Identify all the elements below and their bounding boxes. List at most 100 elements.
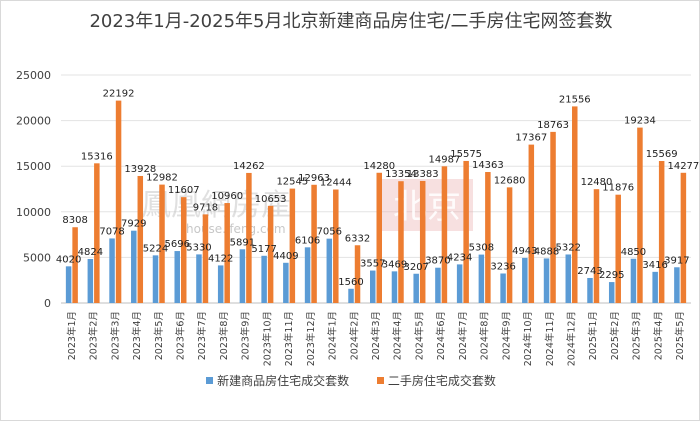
axis-layer: 0 5000 10000 15000 20000 25000 2023年1月 2023年2月 2… bbox=[16, 69, 686, 366]
bar-new-12 bbox=[304, 247, 311, 303]
x-tick-label-17: 2024年5月 bbox=[413, 311, 425, 360]
data-label-new-23: 4888 bbox=[534, 246, 559, 257]
data-label-new-4: 7929 bbox=[121, 219, 146, 230]
bar-new-9 bbox=[239, 249, 246, 303]
grid-layer bbox=[61, 74, 691, 304]
bar-resale-14 bbox=[354, 245, 361, 303]
bar-new-22 bbox=[522, 257, 528, 303]
data-label-new-25: 2743 bbox=[577, 266, 602, 277]
watermark-box-text: 北京 bbox=[393, 187, 461, 227]
y-tick-label: 5000 bbox=[23, 251, 51, 264]
bar-resale-24 bbox=[572, 106, 578, 304]
bar-resale-4 bbox=[137, 175, 144, 303]
data-label-new-27: 4850 bbox=[621, 247, 646, 258]
bar-new-26 bbox=[608, 282, 615, 303]
data-label-new-19: 4234 bbox=[447, 252, 472, 263]
data-label-resale-28: 15569 bbox=[646, 149, 678, 160]
bar-resale-25 bbox=[593, 189, 600, 303]
bar-resale-12 bbox=[311, 184, 317, 303]
data-label-resale-20: 14363 bbox=[472, 160, 504, 171]
x-tick-label-21: 2024年9月 bbox=[500, 311, 512, 360]
y-tick-label: 0 bbox=[44, 297, 51, 310]
data-label-resale-22: 17367 bbox=[515, 133, 547, 144]
data-label-resale-14: 6332 bbox=[345, 233, 370, 244]
data-label-resale-7: 9718 bbox=[193, 202, 218, 213]
bar-new-2 bbox=[87, 259, 94, 303]
x-tick-label-5: 2023年5月 bbox=[153, 311, 165, 360]
x-tick-label-1: 2023年1月 bbox=[66, 311, 78, 360]
data-label-resale-6: 11607 bbox=[168, 185, 200, 196]
legend: 新建商品房住宅成交套数 二手房住宅成交套数 bbox=[1, 372, 700, 389]
data-label-new-2: 4824 bbox=[78, 247, 103, 258]
data-label-resale-10: 10653 bbox=[255, 194, 287, 205]
bar-resale-28 bbox=[658, 161, 665, 303]
data-label-resale-12: 12963 bbox=[298, 173, 330, 184]
bar-resale-27 bbox=[637, 127, 643, 303]
x-tick-label-8: 2023年8月 bbox=[218, 311, 230, 360]
data-label-new-9: 5891 bbox=[230, 237, 255, 248]
data-label-resale-21: 12680 bbox=[494, 175, 526, 186]
x-tick-label-24: 2024年12月 bbox=[566, 311, 578, 366]
x-tick-label-27: 2025年3月 bbox=[631, 311, 643, 360]
data-label-resale-25: 12480 bbox=[581, 177, 613, 188]
data-label-resale-13: 12444 bbox=[320, 178, 352, 189]
bar-new-4 bbox=[131, 230, 137, 303]
data-label-resale-29: 14277 bbox=[667, 161, 699, 172]
y-tick-label: 25000 bbox=[16, 69, 51, 82]
x-tick-label-25: 2025年1月 bbox=[587, 311, 599, 360]
y-tick-label: 10000 bbox=[16, 206, 51, 219]
labels-layer: 4020 8308 4824 15316 7078 22192 7929 13928 5224 1… bbox=[56, 89, 699, 288]
y-tick-label: 20000 bbox=[16, 115, 51, 128]
x-tick-label-12: 2023年12月 bbox=[305, 311, 317, 366]
data-label-resale-16: 13354 bbox=[385, 169, 417, 180]
data-label-resale-27: 19234 bbox=[624, 116, 656, 127]
data-label-resale-5: 12982 bbox=[146, 173, 178, 184]
bar-resale-22 bbox=[528, 144, 535, 303]
data-label-new-10: 5177 bbox=[251, 244, 276, 255]
data-label-new-3: 7078 bbox=[99, 226, 124, 237]
bar-new-5 bbox=[152, 255, 159, 303]
x-tick-label-18: 2024年6月 bbox=[435, 311, 447, 360]
x-tick-label-11: 2023年11月 bbox=[283, 311, 295, 366]
bar-new-6 bbox=[174, 251, 180, 303]
bar-new-20 bbox=[478, 254, 485, 303]
bar-resale-3 bbox=[115, 100, 122, 303]
bar-new-3 bbox=[109, 238, 115, 303]
bar-new-18 bbox=[435, 267, 441, 303]
bar-resale-13 bbox=[333, 189, 339, 303]
data-label-new-24: 5322 bbox=[556, 242, 581, 253]
data-label-new-1: 4020 bbox=[56, 254, 81, 265]
bars-layer bbox=[65, 100, 687, 304]
bar-new-25 bbox=[587, 277, 593, 303]
x-tick-label-26: 2025年2月 bbox=[609, 311, 621, 360]
x-tick-label-4: 2023年4月 bbox=[131, 311, 143, 360]
data-label-resale-1: 8308 bbox=[62, 215, 87, 226]
data-label-resale-26: 11876 bbox=[602, 183, 634, 194]
bar-resale-17 bbox=[419, 180, 426, 303]
chart-title: 2023年1月-2025年5月北京新建商品房住宅/二手房住宅网签套数 bbox=[89, 11, 613, 32]
x-tick-label-23: 2024年11月 bbox=[544, 311, 556, 366]
legend-swatch-resale bbox=[376, 377, 384, 384]
data-label-new-26: 2295 bbox=[599, 270, 624, 281]
bar-resale-21 bbox=[506, 187, 513, 303]
data-label-new-13: 7056 bbox=[317, 227, 342, 238]
data-label-new-11: 4409 bbox=[273, 251, 298, 262]
x-tick-label-28: 2025年4月 bbox=[652, 311, 664, 360]
data-label-resale-3: 22192 bbox=[103, 89, 135, 100]
data-label-new-5: 5224 bbox=[143, 243, 168, 254]
bar-new-13 bbox=[326, 238, 333, 303]
bar-resale-10 bbox=[267, 205, 274, 303]
data-label-new-18: 3870 bbox=[425, 256, 450, 267]
x-tick-label-29: 2025年5月 bbox=[674, 311, 686, 360]
data-label-resale-9: 14262 bbox=[233, 161, 265, 172]
data-label-resale-8: 10960 bbox=[211, 191, 243, 202]
x-tick-label-9: 2023年9月 bbox=[240, 311, 252, 360]
x-tick-label-3: 2023年3月 bbox=[109, 311, 121, 360]
x-tick-label-13: 2024年1月 bbox=[327, 311, 339, 360]
bar-new-17 bbox=[413, 273, 419, 303]
data-label-new-28: 3416 bbox=[642, 260, 667, 271]
watermark-box bbox=[381, 179, 473, 231]
bar-new-14 bbox=[348, 288, 354, 303]
bar-new-28 bbox=[652, 271, 658, 303]
data-label-new-7: 5330 bbox=[186, 242, 211, 253]
